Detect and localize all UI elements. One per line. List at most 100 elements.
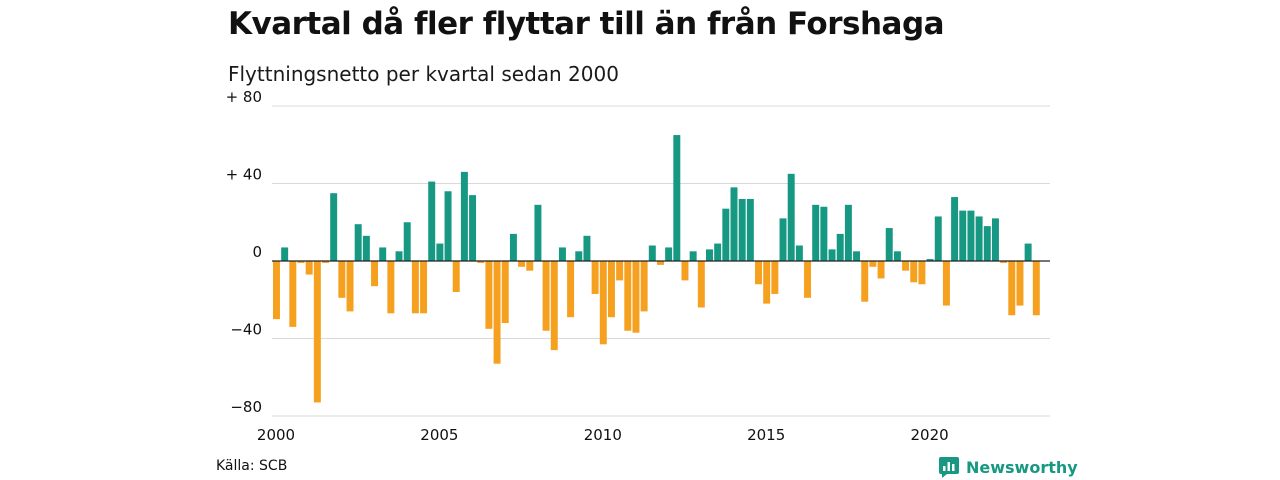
bar[interactable] — [885, 228, 893, 261]
bar[interactable] — [665, 247, 673, 261]
brand-logo[interactable]: Newsworthy — [938, 456, 1078, 478]
bar[interactable] — [477, 261, 485, 263]
bar[interactable] — [787, 173, 795, 261]
bar[interactable] — [681, 261, 689, 281]
bar[interactable] — [460, 171, 468, 262]
bar[interactable] — [526, 261, 534, 271]
bar[interactable] — [362, 235, 370, 261]
bar[interactable] — [755, 261, 762, 285]
bar[interactable] — [322, 261, 329, 263]
bar[interactable] — [983, 226, 991, 262]
bar[interactable] — [910, 261, 918, 283]
bar[interactable] — [722, 208, 730, 261]
bar[interactable] — [403, 222, 411, 261]
bar[interactable] — [1008, 261, 1016, 316]
bar[interactable] — [273, 261, 280, 320]
bar[interactable] — [518, 261, 526, 267]
bar[interactable] — [975, 216, 983, 261]
bar[interactable] — [779, 218, 787, 262]
bar[interactable] — [428, 181, 436, 261]
bar[interactable] — [632, 261, 640, 333]
bar[interactable] — [746, 199, 754, 261]
gridlines — [272, 105, 1050, 417]
bar[interactable] — [1024, 243, 1032, 261]
bar[interactable] — [542, 261, 550, 331]
bar[interactable] — [289, 261, 297, 327]
bar[interactable] — [706, 249, 713, 262]
bar[interactable] — [624, 261, 632, 331]
bar[interactable] — [346, 261, 354, 312]
y-tick-label: −40 — [230, 321, 262, 339]
bar[interactable] — [354, 224, 362, 261]
bar[interactable] — [730, 187, 738, 262]
bar[interactable] — [330, 193, 338, 261]
bar[interactable] — [607, 261, 615, 318]
bar[interactable] — [812, 204, 820, 261]
bar[interactable] — [436, 243, 444, 261]
bar[interactable] — [991, 218, 999, 262]
bar[interactable] — [599, 261, 607, 345]
bar[interactable] — [869, 261, 877, 267]
bar[interactable] — [297, 261, 305, 263]
bar[interactable] — [567, 261, 575, 318]
bar[interactable] — [795, 245, 803, 262]
bar[interactable] — [616, 261, 624, 281]
bar[interactable] — [951, 197, 959, 261]
bar[interactable] — [738, 199, 746, 261]
bar[interactable] — [714, 243, 722, 261]
bar[interactable] — [902, 261, 910, 271]
bar[interactable] — [771, 261, 779, 294]
bar[interactable] — [959, 210, 967, 262]
bar[interactable] — [452, 261, 460, 292]
bar[interactable] — [934, 216, 942, 261]
bar[interactable] — [444, 191, 452, 261]
bar[interactable] — [379, 247, 387, 261]
bar[interactable] — [1016, 261, 1024, 306]
bar[interactable] — [575, 251, 583, 261]
bar[interactable] — [281, 247, 289, 261]
bar[interactable] — [820, 206, 828, 261]
bar[interactable] — [387, 261, 395, 314]
axes: + 80 + 40 0 −40 −80 2000 2005 2010 2015 2020 — [226, 88, 1050, 444]
bar[interactable] — [918, 261, 926, 285]
bar[interactable] — [861, 261, 869, 302]
bar[interactable] — [485, 261, 493, 329]
bar[interactable] — [673, 135, 681, 261]
bar[interactable] — [828, 249, 836, 262]
bar[interactable] — [305, 261, 313, 275]
bar[interactable] — [583, 235, 591, 261]
bar[interactable] — [1000, 261, 1008, 263]
bar[interactable] — [656, 261, 664, 265]
bar[interactable] — [501, 261, 509, 323]
bar[interactable] — [926, 259, 934, 261]
bar[interactable] — [697, 261, 705, 308]
bar[interactable] — [689, 251, 697, 261]
bar[interactable] — [371, 261, 379, 287]
bar[interactable] — [395, 251, 403, 261]
bar[interactable] — [967, 210, 975, 262]
x-tick-label: 2000 — [257, 426, 295, 444]
bar[interactable] — [844, 204, 852, 261]
bar[interactable] — [942, 261, 950, 306]
bar[interactable] — [763, 261, 771, 304]
bar[interactable] — [558, 247, 566, 261]
bar[interactable] — [893, 251, 901, 261]
bar[interactable] — [1032, 261, 1040, 316]
bar[interactable] — [509, 233, 517, 262]
bar[interactable] — [550, 261, 558, 351]
bar[interactable] — [853, 251, 861, 261]
bar[interactable] — [534, 204, 542, 261]
x-tick-label: 2020 — [911, 426, 949, 444]
bar[interactable] — [591, 261, 599, 294]
bar[interactable] — [836, 233, 844, 262]
bar[interactable] — [411, 261, 419, 314]
bar[interactable] — [804, 261, 812, 298]
bar[interactable] — [493, 261, 501, 364]
bar[interactable] — [313, 261, 321, 403]
bar[interactable] — [420, 261, 428, 314]
bar[interactable] — [640, 261, 648, 312]
bar[interactable] — [877, 261, 885, 279]
bar[interactable] — [469, 195, 477, 262]
bar[interactable] — [648, 245, 656, 262]
bar[interactable] — [338, 261, 346, 298]
